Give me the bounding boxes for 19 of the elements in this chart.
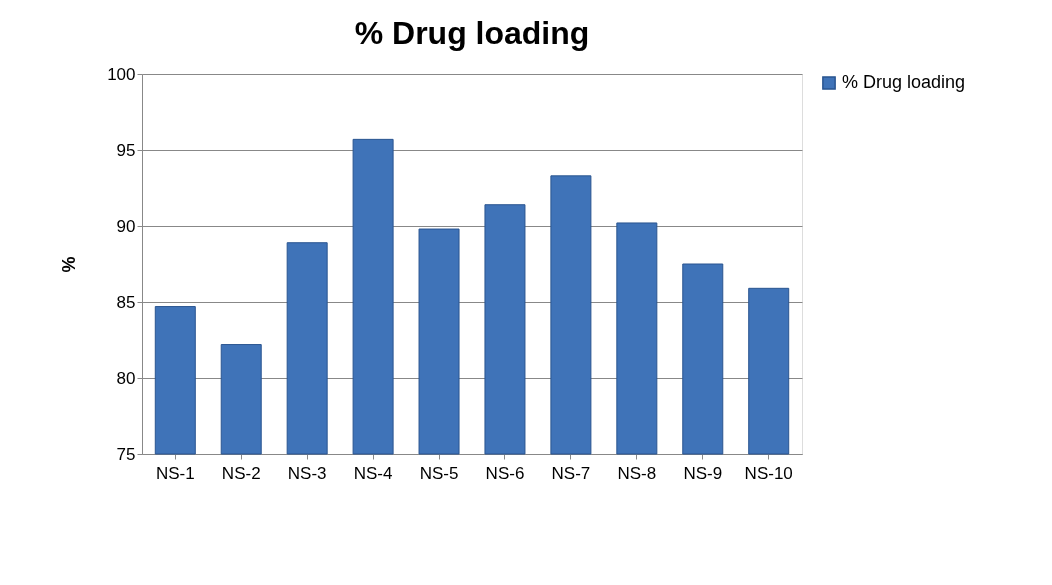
y-tick-label: 90: [116, 216, 136, 236]
y-tick-label: 75: [116, 444, 136, 464]
y-tick-label: 85: [116, 292, 136, 312]
x-tick-label: NS-2: [221, 463, 261, 483]
y-tick-label: 100: [107, 64, 136, 84]
y-tick-label: 80: [116, 368, 136, 388]
y-tick-label: 95: [116, 140, 136, 160]
x-tick-label: NS-8: [617, 463, 657, 483]
y-axis-title: %: [59, 256, 80, 273]
x-tick-label: NS-10: [744, 463, 793, 483]
chart-title: % Drug loading: [354, 15, 590, 51]
x-tick-label: NS-7: [551, 463, 591, 483]
x-tick-label: NS-4: [353, 463, 393, 483]
x-tick-label: NS-9: [683, 463, 723, 483]
x-tick-label: NS-6: [485, 463, 525, 483]
x-tick-label: NS-1: [155, 463, 195, 483]
x-tick-label: NS-3: [287, 463, 327, 483]
legend-label: % Drug loading: [842, 72, 966, 92]
x-tick-label: NS-5: [419, 463, 459, 483]
